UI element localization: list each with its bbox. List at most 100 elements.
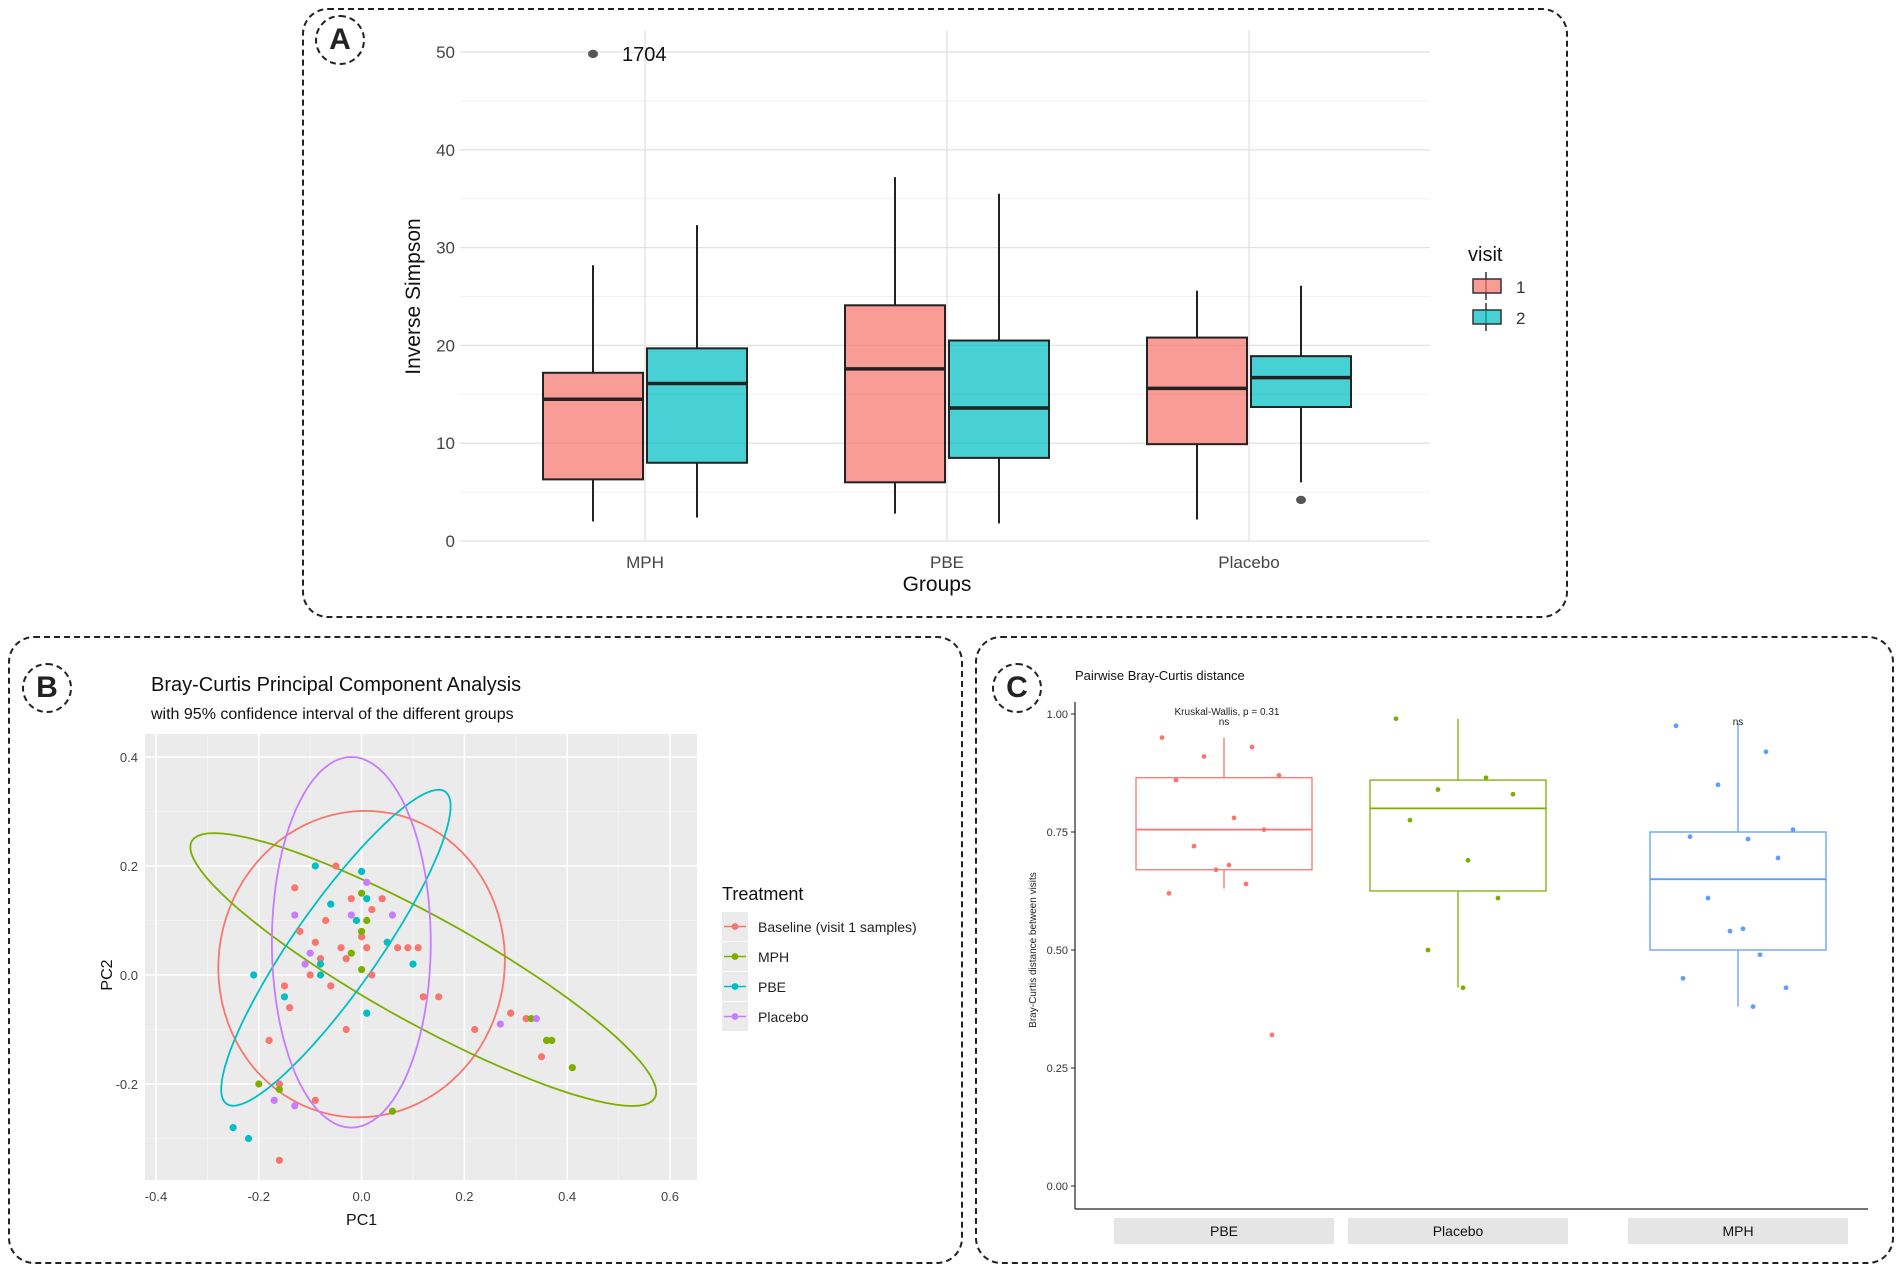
chart-c: 0.00 0.25 0.50 0.75 1.00 Pairwise Bray-Curtis…	[1028, 668, 1868, 1244]
legend-label: 1	[1516, 278, 1525, 297]
jitter-point	[1269, 1032, 1275, 1038]
data-point	[358, 933, 366, 941]
x-tick-label: 0.4	[558, 1189, 576, 1204]
significance-label: ns	[1219, 717, 1230, 728]
legend-key	[1472, 309, 1502, 325]
data-point	[291, 884, 299, 892]
x-tick-label: 0.0	[353, 1189, 371, 1204]
data-point	[352, 916, 361, 925]
jitter-point	[1740, 926, 1746, 932]
significance-label: ns	[1733, 717, 1744, 728]
data-point	[527, 1015, 535, 1023]
x-tick-label: 0.6	[661, 1189, 679, 1204]
data-point	[296, 927, 304, 936]
y-axis-title: Inverse Simpson	[402, 218, 425, 374]
outlier-point	[588, 49, 598, 59]
x-strip	[1348, 1218, 1568, 1244]
jitter-point	[1276, 772, 1282, 778]
data-point	[291, 1102, 299, 1110]
x-tick-label: Placebo	[1433, 1223, 1484, 1239]
jitter-point	[1407, 817, 1413, 823]
data-point	[250, 971, 258, 979]
data-point	[327, 982, 335, 990]
data-point	[568, 1064, 576, 1072]
x-tick-label: -0.4	[145, 1189, 167, 1204]
x-tick-label: MPH	[1722, 1223, 1753, 1239]
data-point	[347, 911, 355, 919]
box-rect	[844, 304, 946, 484]
legend-label: Placebo	[758, 1009, 809, 1025]
jitter-point	[1435, 787, 1441, 792]
data-point	[496, 1020, 504, 1028]
jitter-point	[1750, 1004, 1756, 1010]
data-point	[409, 960, 417, 968]
confidence-ellipse	[220, 788, 452, 1107]
data-point	[537, 1053, 546, 1061]
data-point	[316, 955, 325, 963]
data-point	[388, 911, 397, 919]
x-axis-title: PC1	[346, 1212, 377, 1229]
y-tick-label: 0.75	[1047, 827, 1068, 839]
jitter-point	[1510, 791, 1516, 797]
data-point	[358, 889, 366, 897]
legend-title: visit	[1468, 244, 1503, 266]
data-point	[363, 895, 371, 903]
data-point	[358, 927, 366, 936]
panel-a-label: A	[315, 15, 365, 65]
box-rect	[1146, 336, 1248, 446]
box-rect	[646, 347, 748, 464]
data-point	[358, 867, 366, 876]
data-point	[275, 1085, 283, 1094]
y-axis-title: Bray-Curtis distance between visits	[1028, 872, 1039, 1028]
y-tick-label: 0.4	[120, 750, 138, 765]
y-tick-label: 20	[436, 336, 455, 355]
data-point	[280, 982, 289, 990]
jitter-point	[1495, 895, 1501, 901]
y-tick-label: 0.2	[120, 859, 138, 874]
jitter-point	[1159, 735, 1165, 740]
legend-key-point	[731, 923, 739, 930]
data-point	[363, 944, 371, 952]
box-rect	[1135, 777, 1313, 871]
jitter-point	[1763, 749, 1769, 755]
data-point	[286, 1004, 294, 1012]
legend-key-point	[731, 1013, 739, 1020]
data-point	[229, 1124, 237, 1132]
chart-subtitle: with 95% confidence interval of the diff…	[150, 706, 514, 723]
jitter-point	[1191, 843, 1197, 849]
data-point	[275, 1080, 283, 1088]
data-point	[342, 955, 350, 963]
jitter-point	[1249, 744, 1255, 750]
legend-label: MPH	[758, 949, 789, 965]
x-tick-label: -0.2	[248, 1189, 270, 1204]
jitter-point	[1757, 952, 1763, 958]
data-point	[316, 960, 325, 968]
y-tick-label: 10	[436, 434, 455, 453]
legend-label: PBE	[758, 979, 786, 995]
legend-title: Treatment	[722, 884, 803, 904]
data-point	[363, 878, 371, 886]
jitter-point	[1465, 857, 1471, 863]
data-point	[532, 1015, 540, 1023]
data-point	[291, 911, 299, 919]
data-point	[393, 944, 402, 952]
data-point	[419, 993, 427, 1001]
panel-c-label: C	[992, 663, 1042, 713]
jitter-point	[1226, 862, 1232, 868]
data-point	[368, 971, 376, 979]
box-rect	[1649, 831, 1827, 951]
x-strip	[1628, 1218, 1848, 1244]
x-tick-label: MPH	[626, 553, 664, 572]
y-tick-label: 0.0	[120, 968, 138, 983]
panel-b-label: B	[22, 663, 72, 713]
jitter-point	[1775, 855, 1781, 861]
chart-a: 0 10 20 30 40 50 MPH PBE Placebo Groups Inverse Si…	[402, 30, 1525, 596]
data-point	[522, 1015, 530, 1023]
data-point	[543, 1036, 551, 1044]
chart-title: Bray-Curtis Principal Component Analysis	[151, 674, 521, 696]
x-tick-label: PBE	[930, 553, 964, 572]
data-point	[306, 949, 314, 957]
y-tick-label: 0.25	[1047, 1063, 1068, 1075]
jitter-point	[1243, 881, 1249, 887]
